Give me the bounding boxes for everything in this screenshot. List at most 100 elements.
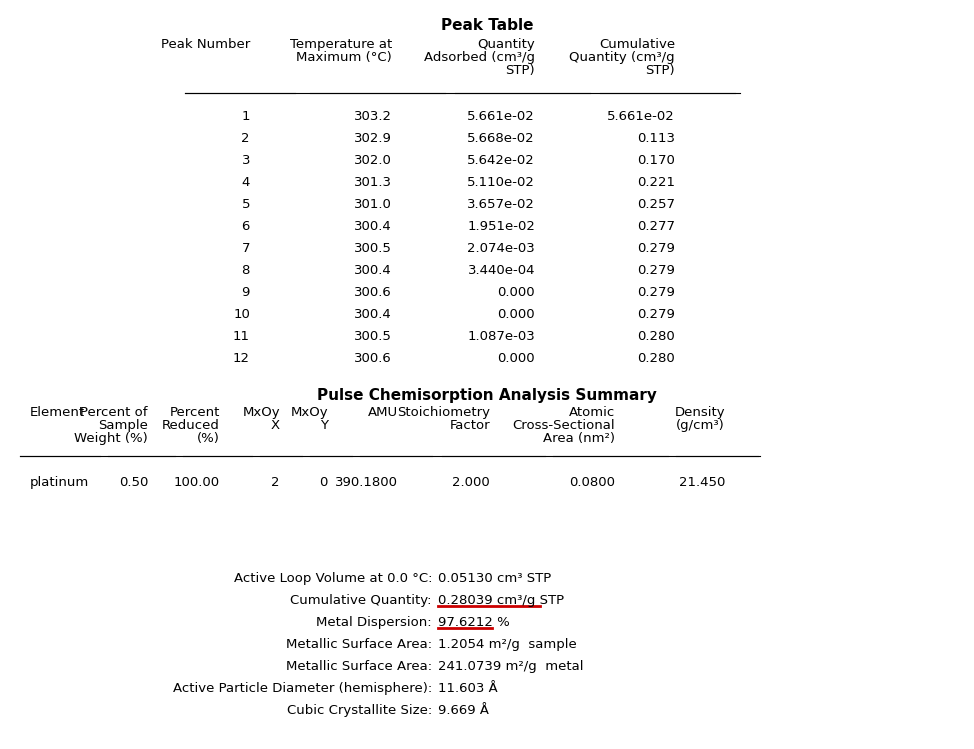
Text: 0.279: 0.279 [637,264,675,277]
Text: 3.440e-04: 3.440e-04 [468,264,535,277]
Text: 0.257: 0.257 [637,198,675,211]
Text: 241.0739 m²/g  metal: 241.0739 m²/g metal [438,660,583,673]
Text: Sample: Sample [98,419,148,432]
Text: 300.6: 300.6 [355,286,392,299]
Text: Atomic: Atomic [569,406,615,419]
Text: Active Loop Volume at 0.0 °C:: Active Loop Volume at 0.0 °C: [234,572,432,585]
Text: 0.000: 0.000 [498,286,535,299]
Text: 1.2054 m²/g  sample: 1.2054 m²/g sample [438,638,577,651]
Text: 11: 11 [233,330,250,343]
Text: 302.9: 302.9 [355,132,392,145]
Text: 5.661e-02: 5.661e-02 [468,110,535,123]
Text: 3.657e-02: 3.657e-02 [468,198,535,211]
Text: 300.4: 300.4 [355,308,392,321]
Text: 5.661e-02: 5.661e-02 [607,110,675,123]
Text: STP): STP) [506,64,535,77]
Text: Element: Element [30,406,85,419]
Text: 0.279: 0.279 [637,308,675,321]
Text: Weight (%): Weight (%) [74,432,148,445]
Text: 0.277: 0.277 [637,220,675,233]
Text: 5.668e-02: 5.668e-02 [468,132,535,145]
Text: STP): STP) [646,64,675,77]
Text: Percent of: Percent of [81,406,148,419]
Text: 301.0: 301.0 [355,198,392,211]
Text: 0.221: 0.221 [637,176,675,189]
Text: Density: Density [674,406,725,419]
Text: 0.000: 0.000 [498,308,535,321]
Text: 2: 2 [272,476,280,489]
Text: Metallic Surface Area:: Metallic Surface Area: [286,660,432,673]
Text: 2.000: 2.000 [452,476,490,489]
Text: 301.3: 301.3 [354,176,392,189]
Text: 0.28039 cm³/g STP: 0.28039 cm³/g STP [438,594,564,607]
Text: Temperature at: Temperature at [289,38,392,51]
Text: 9.669 Å: 9.669 Å [438,704,489,717]
Text: 9: 9 [242,286,250,299]
Text: 4: 4 [242,176,250,189]
Text: 0.0800: 0.0800 [569,476,615,489]
Text: 300.4: 300.4 [355,220,392,233]
Text: 0.280: 0.280 [637,330,675,343]
Text: 5.642e-02: 5.642e-02 [468,154,535,167]
Text: 0.000: 0.000 [498,352,535,365]
Text: Factor: Factor [449,419,490,432]
Text: 1.951e-02: 1.951e-02 [468,220,535,233]
Text: 5.110e-02: 5.110e-02 [468,176,535,189]
Text: 302.0: 302.0 [355,154,392,167]
Text: 300.6: 300.6 [355,352,392,365]
Text: 0: 0 [319,476,328,489]
Text: Reduced: Reduced [162,419,220,432]
Text: Pulse Chemisorption Analysis Summary: Pulse Chemisorption Analysis Summary [318,388,656,403]
Text: 7: 7 [242,242,250,255]
Text: 1: 1 [242,110,250,123]
Text: Percent: Percent [169,406,220,419]
Text: Cross-Sectional: Cross-Sectional [512,419,615,432]
Text: Active Particle Diameter (hemisphere):: Active Particle Diameter (hemisphere): [172,682,432,695]
Text: Cumulative Quantity:: Cumulative Quantity: [290,594,432,607]
Text: Peak Number: Peak Number [161,38,250,51]
Text: (%): (%) [197,432,220,445]
Text: X: X [271,419,280,432]
Text: 390.1800: 390.1800 [335,476,398,489]
Text: 0.280: 0.280 [637,352,675,365]
Text: 0.113: 0.113 [637,132,675,145]
Text: Quantity (cm³/g: Quantity (cm³/g [570,51,675,64]
Text: 0.279: 0.279 [637,242,675,255]
Text: 0.279: 0.279 [637,286,675,299]
Text: Stoichiometry: Stoichiometry [397,406,490,419]
Text: 21.450: 21.450 [679,476,725,489]
Text: MxOy: MxOy [290,406,328,419]
Text: 300.4: 300.4 [355,264,392,277]
Text: Metal Dispersion:: Metal Dispersion: [317,616,432,629]
Text: (g/cm³): (g/cm³) [676,419,725,432]
Text: 300.5: 300.5 [355,330,392,343]
Text: 6: 6 [242,220,250,233]
Text: Area (nm²): Area (nm²) [543,432,615,445]
Text: 0.05130 cm³ STP: 0.05130 cm³ STP [438,572,551,585]
Text: 0.170: 0.170 [637,154,675,167]
Text: Adsorbed (cm³/g: Adsorbed (cm³/g [424,51,535,64]
Text: 10: 10 [233,308,250,321]
Text: Quantity: Quantity [477,38,535,51]
Text: 12: 12 [233,352,250,365]
Text: 0.50: 0.50 [119,476,148,489]
Text: 1.087e-03: 1.087e-03 [468,330,535,343]
Text: 100.00: 100.00 [174,476,220,489]
Text: Peak Table: Peak Table [441,18,533,33]
Text: Maximum (°C): Maximum (°C) [296,51,392,64]
Text: Cumulative: Cumulative [599,38,675,51]
Text: 2: 2 [242,132,250,145]
Text: AMU: AMU [368,406,398,419]
Text: 3: 3 [242,154,250,167]
Text: 5: 5 [242,198,250,211]
Text: 8: 8 [242,264,250,277]
Text: 2.074e-03: 2.074e-03 [468,242,535,255]
Text: MxOy: MxOy [243,406,280,419]
Text: Metallic Surface Area:: Metallic Surface Area: [286,638,432,651]
Text: platinum: platinum [30,476,90,489]
Text: 303.2: 303.2 [354,110,392,123]
Text: Cubic Crystallite Size:: Cubic Crystallite Size: [286,704,432,717]
Text: Y: Y [320,419,328,432]
Text: 97.6212 %: 97.6212 % [438,616,509,629]
Text: 300.5: 300.5 [355,242,392,255]
